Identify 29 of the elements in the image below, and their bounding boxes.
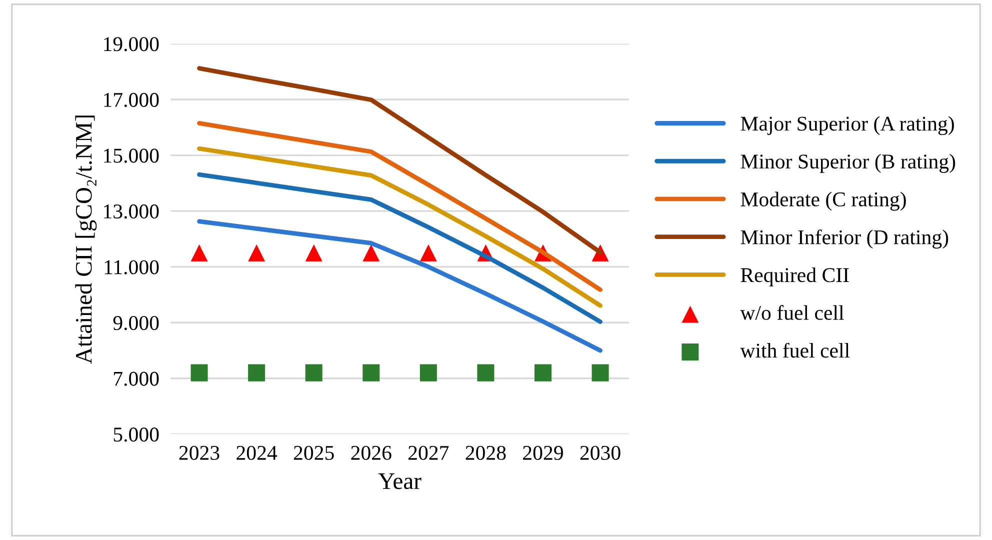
line-series: [197, 172, 603, 324]
x-tick-label: 2029: [523, 446, 563, 460]
x-tick-label: 2026: [351, 446, 392, 460]
legend-label: Minor Superior (B rating): [740, 154, 956, 173]
x-tick-label: 2030: [580, 446, 620, 460]
legend-label: Moderate (C rating): [740, 192, 906, 211]
y-tick-label: 19.000: [104, 37, 159, 52]
y-tick-label: 13.000: [104, 204, 159, 219]
y-tick-label: 7.000: [114, 372, 159, 386]
x-tick-label: 2027: [408, 446, 449, 460]
y-axis-title: Attained CII [gCO₂/t.NM]: [75, 116, 97, 364]
x-axis-title: Year: [378, 473, 422, 490]
x-tick-label: 2028: [466, 446, 506, 460]
line-series: [197, 219, 603, 353]
line-series: [197, 146, 603, 308]
legend-label: Minor Inferior (D rating): [740, 229, 948, 249]
y-tick-label: 9.000: [113, 316, 159, 330]
legend-label: with fuel cell: [740, 342, 850, 358]
y-tick-label: 5.000: [114, 428, 159, 442]
y-tick-label: 11.000: [104, 260, 159, 274]
y-tick-label: 17.000: [104, 92, 159, 108]
x-tick-label: 2023: [179, 446, 220, 460]
line-series: [197, 120, 603, 292]
legend-label: Major Superior (A rating): [740, 116, 954, 136]
legend-label: Required CII: [740, 267, 849, 286]
legend-label: w/o fuel cell: [740, 305, 844, 320]
y-tick-label: 15.000: [104, 148, 159, 163]
x-tick-label: 2024: [236, 446, 278, 460]
x-tick-label: 2025: [294, 446, 334, 460]
